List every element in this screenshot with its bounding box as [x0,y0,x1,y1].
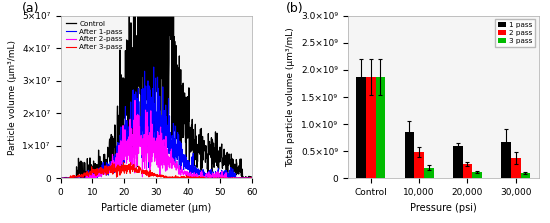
After 1-pass [223,176,229,178]
X-axis label: Particle diameter (μm): Particle diameter (μm) [101,203,211,213]
Bar [472,172,482,178]
After 1-pass [70,177,76,180]
X-axis label: Pressure (psi): Pressure (psi) [410,203,477,213]
Control [69,177,76,180]
After 1-pass [174,158,180,161]
After 2-pass [222,174,229,177]
Control [57,177,64,179]
Text: (b): (b) [287,2,304,15]
Control [169,136,175,139]
After 3-pass [202,177,208,180]
After 3-pass [120,161,127,164]
Legend: Control, After 1-pass, After 2-pass, After 3-pass: Control, After 1-pass, After 2-pass, Aft… [64,19,124,52]
Bar [376,77,386,178]
Bar [501,142,511,178]
After 1-pass [150,66,157,68]
After 2-pass [131,99,138,102]
After 3-pass [179,176,186,179]
After 3-pass [223,177,229,180]
After 2-pass [202,173,209,176]
Bar [463,164,472,178]
Line: Control: Control [60,0,252,178]
After 1-pass [57,177,64,180]
Bar [511,158,521,178]
Bar [424,167,433,178]
After 3-pass [169,176,175,179]
After 2-pass [57,177,64,180]
After 2-pass [174,160,180,163]
Bar [366,77,376,178]
After 3-pass [69,176,75,178]
After 2-pass [169,167,175,170]
Y-axis label: Particle volume (μm³/mL): Particle volume (μm³/mL) [8,39,17,155]
Control [174,64,180,66]
Bar [356,77,366,178]
After 2-pass [179,171,186,174]
Line: After 2-pass: After 2-pass [60,100,252,178]
Control [249,177,255,179]
Control [223,163,229,166]
Line: After 1-pass: After 1-pass [60,67,252,178]
Bar [414,152,424,178]
After 1-pass [169,134,175,137]
Line: After 3-pass: After 3-pass [60,163,252,178]
After 1-pass [180,161,186,163]
After 1-pass [249,177,255,180]
After 1-pass [69,177,75,179]
Bar [405,132,414,178]
After 3-pass [57,177,64,180]
After 2-pass [228,177,234,180]
After 2-pass [249,177,255,180]
After 3-pass [249,177,255,180]
After 3-pass [203,177,210,180]
Control [59,177,65,180]
After 2-pass [69,177,75,180]
Bar [453,146,463,178]
After 3-pass [174,177,180,179]
Bar [521,173,530,178]
Text: (a): (a) [22,2,40,15]
Y-axis label: Total particle volume (μm³/mL): Total particle volume (μm³/mL) [287,27,295,167]
Legend: 1 pass, 2 pass, 3 pass: 1 pass, 2 pass, 3 pass [494,19,535,47]
After 1-pass [203,175,210,178]
Control [203,148,210,151]
Control [180,85,186,88]
